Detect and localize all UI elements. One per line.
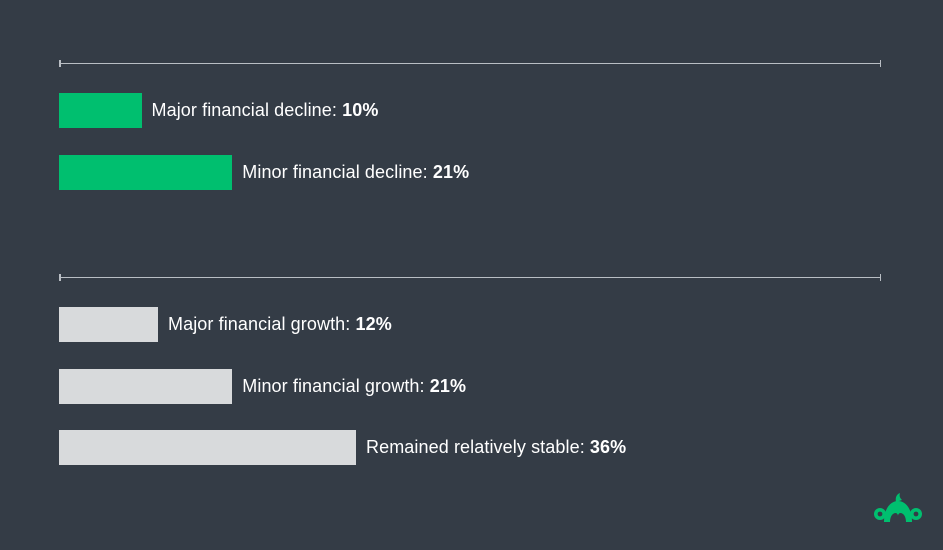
bar-label: Minor financial growth: 21% [242,376,466,397]
group-divider-1 [59,60,881,67]
bar-row: Minor financial growth: 21% [59,368,466,404]
bar-category-label: Major financial growth: [168,314,356,334]
bar-value-label: 12% [355,314,392,334]
bar-category-label: Minor financial growth: [242,375,430,396]
bar-row: Major financial decline: 10% [59,93,378,128]
bar [59,307,158,342]
bar-category-label: Remained relatively stable: [366,437,590,457]
bar-label: Major financial growth: 12% [168,314,392,335]
bar-value-label: 36% [589,437,627,457]
bar [59,430,356,465]
bar-row: Major financial growth: 12% [59,307,392,342]
bar-category-label: Minor financial decline: [242,161,433,182]
bar-row: Remained relatively stable: 36% [59,430,626,465]
surveymonkey-logo-icon [874,493,922,522]
group-divider-2 [59,274,881,281]
bar-label: Minor financial decline: 21% [242,162,469,183]
bar-value-label: 10% [342,100,379,120]
bar [59,368,233,404]
bar-label: Major financial decline: 10% [152,100,379,121]
bar [59,93,142,128]
bar-category-label: Major financial decline: [151,100,343,120]
bar-label: Remained relatively stable: 36% [366,437,626,458]
bar-value-label: 21% [429,375,467,396]
bar-value-label: 21% [432,161,470,182]
bar [59,154,233,190]
bar-row: Minor financial decline: 21% [59,154,469,190]
